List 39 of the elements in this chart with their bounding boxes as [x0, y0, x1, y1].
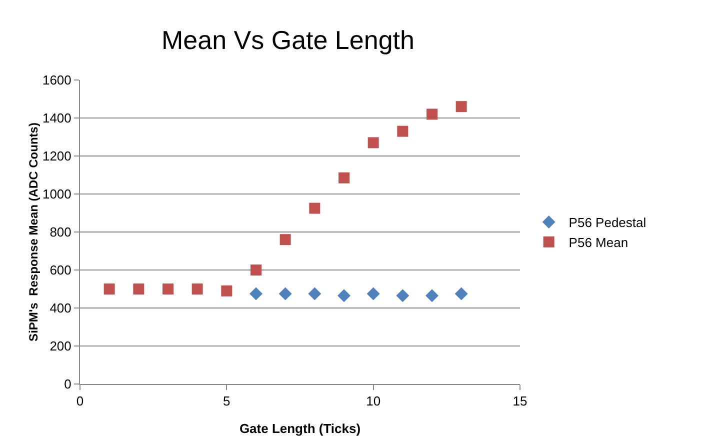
y-axis-title: SiPM's Response Mean (ADC Counts) — [26, 122, 40, 342]
y-tick-label: 600 — [50, 262, 72, 278]
point — [338, 172, 350, 184]
y-tick-label: 1000 — [42, 186, 72, 202]
y-tick-label: 800 — [50, 224, 72, 240]
x-tick-label: 0 — [76, 394, 84, 409]
point — [454, 287, 468, 300]
legend-label: P56 Pedestal — [568, 215, 646, 230]
point — [396, 289, 410, 302]
x-tick-label: 10 — [366, 394, 381, 409]
y-tick-label: 1200 — [42, 148, 72, 164]
point — [426, 108, 438, 120]
point — [104, 284, 115, 294]
y-tick-label: 0 — [64, 376, 72, 392]
chart-title: Mean Vs Gate Length — [162, 24, 414, 55]
point — [426, 289, 438, 302]
point — [133, 284, 144, 294]
legend-label: P56 Mean — [568, 234, 628, 250]
point — [250, 264, 262, 276]
point — [280, 234, 291, 246]
point — [309, 202, 320, 214]
y-tick-label: 1400 — [42, 110, 72, 126]
point — [368, 137, 379, 148]
point — [456, 101, 467, 112]
point — [221, 285, 232, 296]
point — [162, 284, 174, 294]
point — [308, 287, 322, 300]
point — [192, 284, 203, 294]
point — [397, 126, 408, 137]
point — [338, 289, 350, 302]
x-tick-label: 15 — [512, 394, 528, 409]
point — [250, 287, 262, 300]
y-tick-label: 1600 — [42, 72, 72, 88]
y-tick-label: 200 — [50, 338, 72, 354]
x-axis-title: Gate Length (Ticks) — [239, 421, 361, 436]
point — [278, 287, 292, 300]
x-tick-label: 5 — [223, 394, 230, 409]
point — [366, 287, 380, 300]
y-tick-label: 400 — [50, 300, 72, 316]
